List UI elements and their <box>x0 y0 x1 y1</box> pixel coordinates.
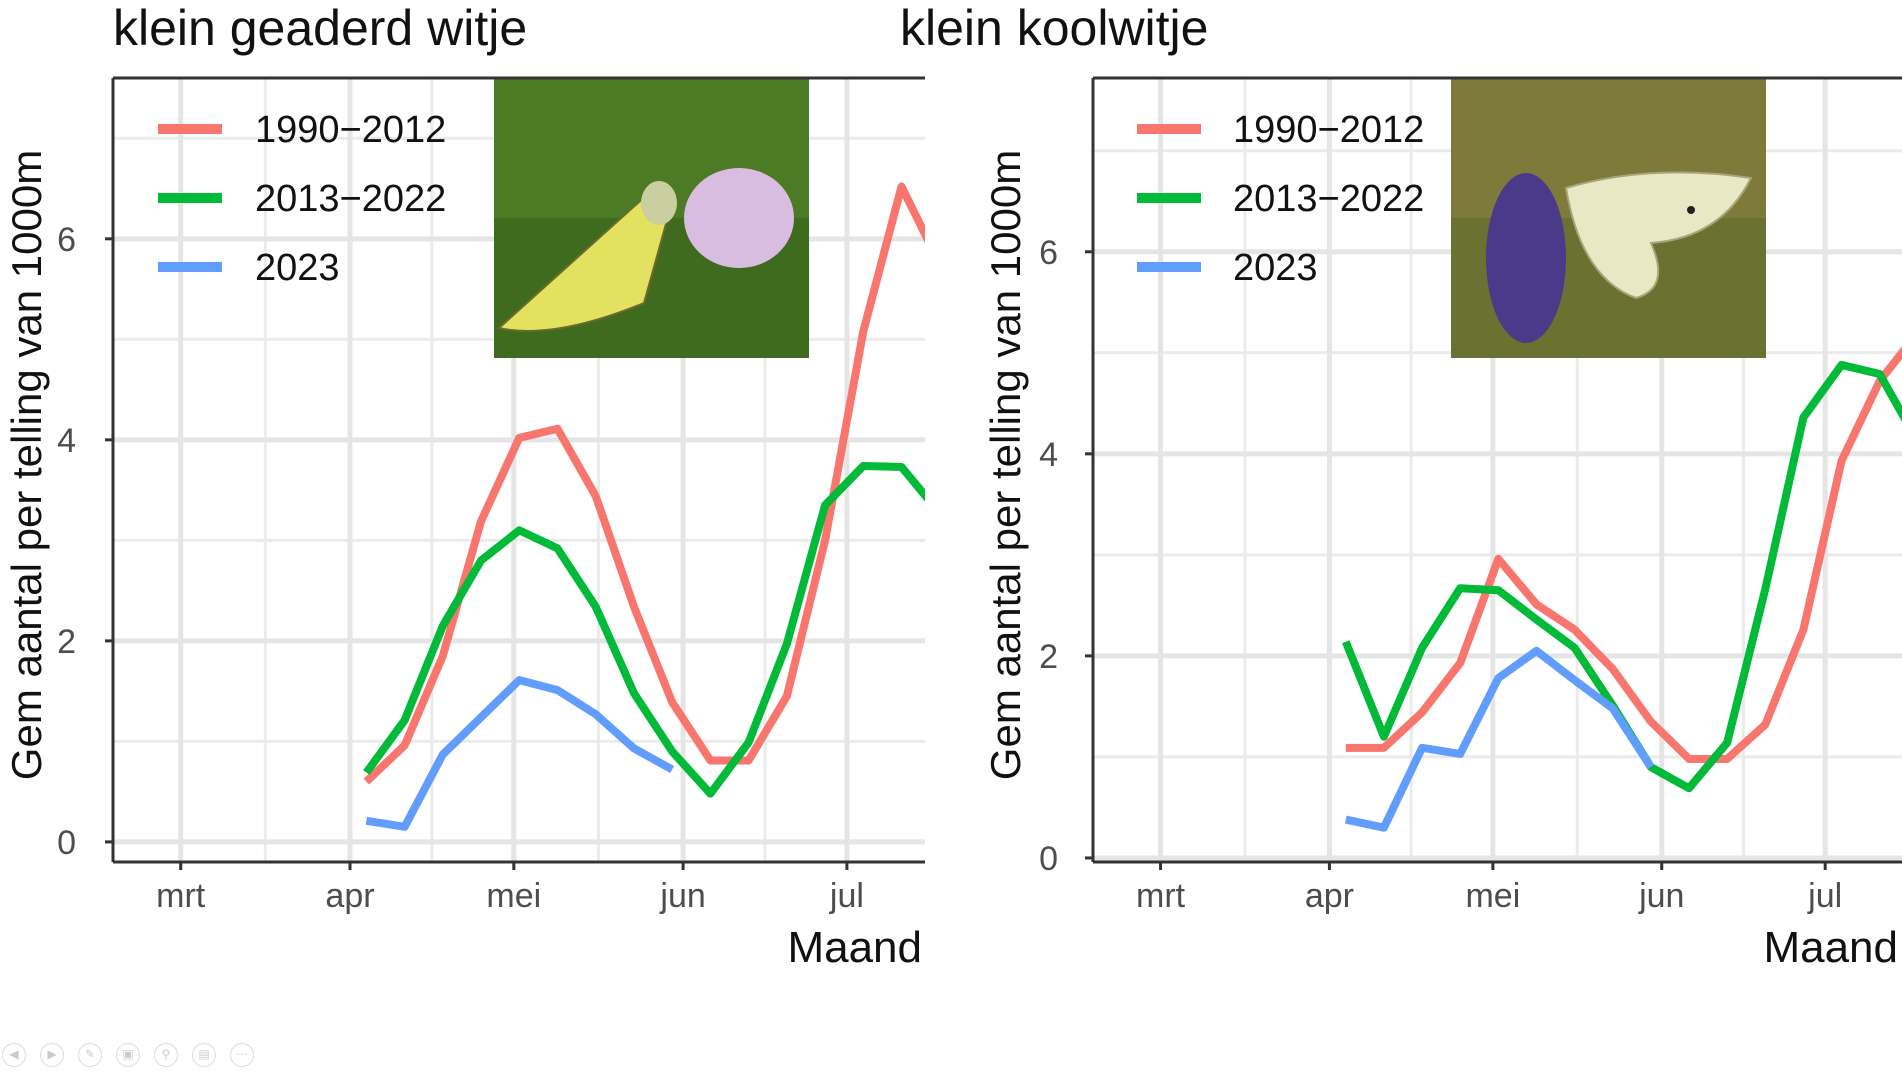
chart-title: klein geaderd witje <box>113 0 527 56</box>
flower <box>684 168 794 268</box>
x-tick-label: mei <box>1465 877 1520 915</box>
x-tick-label: mei <box>486 877 541 915</box>
wing-spot <box>1687 206 1695 214</box>
chart-panel-1: 1990−2012 2013−2022 2023 0 2 4 6 mrt apr mei jun ju… <box>900 0 1902 972</box>
series-line-1 <box>363 461 925 798</box>
subtitles-icon[interactable]: ▤ <box>192 1043 216 1067</box>
x-tick-label: jul <box>829 877 864 915</box>
x-tick-label: jul <box>1807 877 1842 915</box>
green-veined-white-butterfly-photo <box>494 78 809 358</box>
legend-label: 2023 <box>255 247 340 289</box>
y-tick-label: 4 <box>57 422 76 460</box>
butterfly-wing <box>1564 171 1753 300</box>
y-tick-label: 6 <box>57 221 76 259</box>
butterfly-wing <box>496 191 671 332</box>
legend-label: 2023 <box>1233 247 1318 289</box>
legend-label: 2013−2022 <box>1233 178 1424 220</box>
y-tick-label: 4 <box>1039 436 1058 474</box>
x-axis-label: Maand <box>787 923 922 972</box>
more-icon[interactable]: ⋯ <box>230 1043 254 1067</box>
x-tick-label: apr <box>1305 877 1354 915</box>
series-line-2 <box>365 676 675 831</box>
y-tick-label: 2 <box>57 623 76 661</box>
legend-label: 1990−2012 <box>1233 109 1424 151</box>
series-line-0 <box>1345 346 1902 763</box>
chart-panel-0: 1990−2012 2013−2022 2023 0 2 4 6 mrt apr mei jun ju… <box>3 0 925 972</box>
x-tick-label: jun <box>1638 877 1684 915</box>
x-tick-label: mrt <box>1136 877 1186 915</box>
pen-icon[interactable]: ✎ <box>78 1043 102 1067</box>
legend-label: 1990−2012 <box>255 109 446 151</box>
x-tick-label: apr <box>325 877 374 915</box>
butterfly-body <box>641 181 677 225</box>
lavender-flower <box>1486 173 1566 343</box>
chart-title: klein koolwitje <box>900 0 1208 56</box>
small-white-butterfly-photo <box>1451 78 1766 358</box>
x-tick-label: jun <box>659 877 705 915</box>
y-tick-label: 2 <box>1039 638 1058 676</box>
slides-icon[interactable]: ▣ <box>116 1043 140 1067</box>
y-axis-label: Gem aantal per telling van 1000m <box>3 150 50 780</box>
y-axis-label: Gem aantal per telling van 1000m <box>982 150 1029 780</box>
zoom-icon[interactable]: ⚲ <box>154 1043 178 1067</box>
legend-label: 2013−2022 <box>255 178 446 220</box>
y-tick-label: 0 <box>57 824 76 862</box>
x-axis-label: Maand <box>1763 923 1898 972</box>
y-tick-label: 0 <box>1039 840 1058 878</box>
y-tick-label: 6 <box>1039 234 1058 272</box>
series-line-2 <box>1344 646 1655 832</box>
x-tick-label: mrt <box>156 877 206 915</box>
previous-icon[interactable]: ◀ <box>2 1043 26 1067</box>
next-icon[interactable]: ▶ <box>40 1043 64 1067</box>
